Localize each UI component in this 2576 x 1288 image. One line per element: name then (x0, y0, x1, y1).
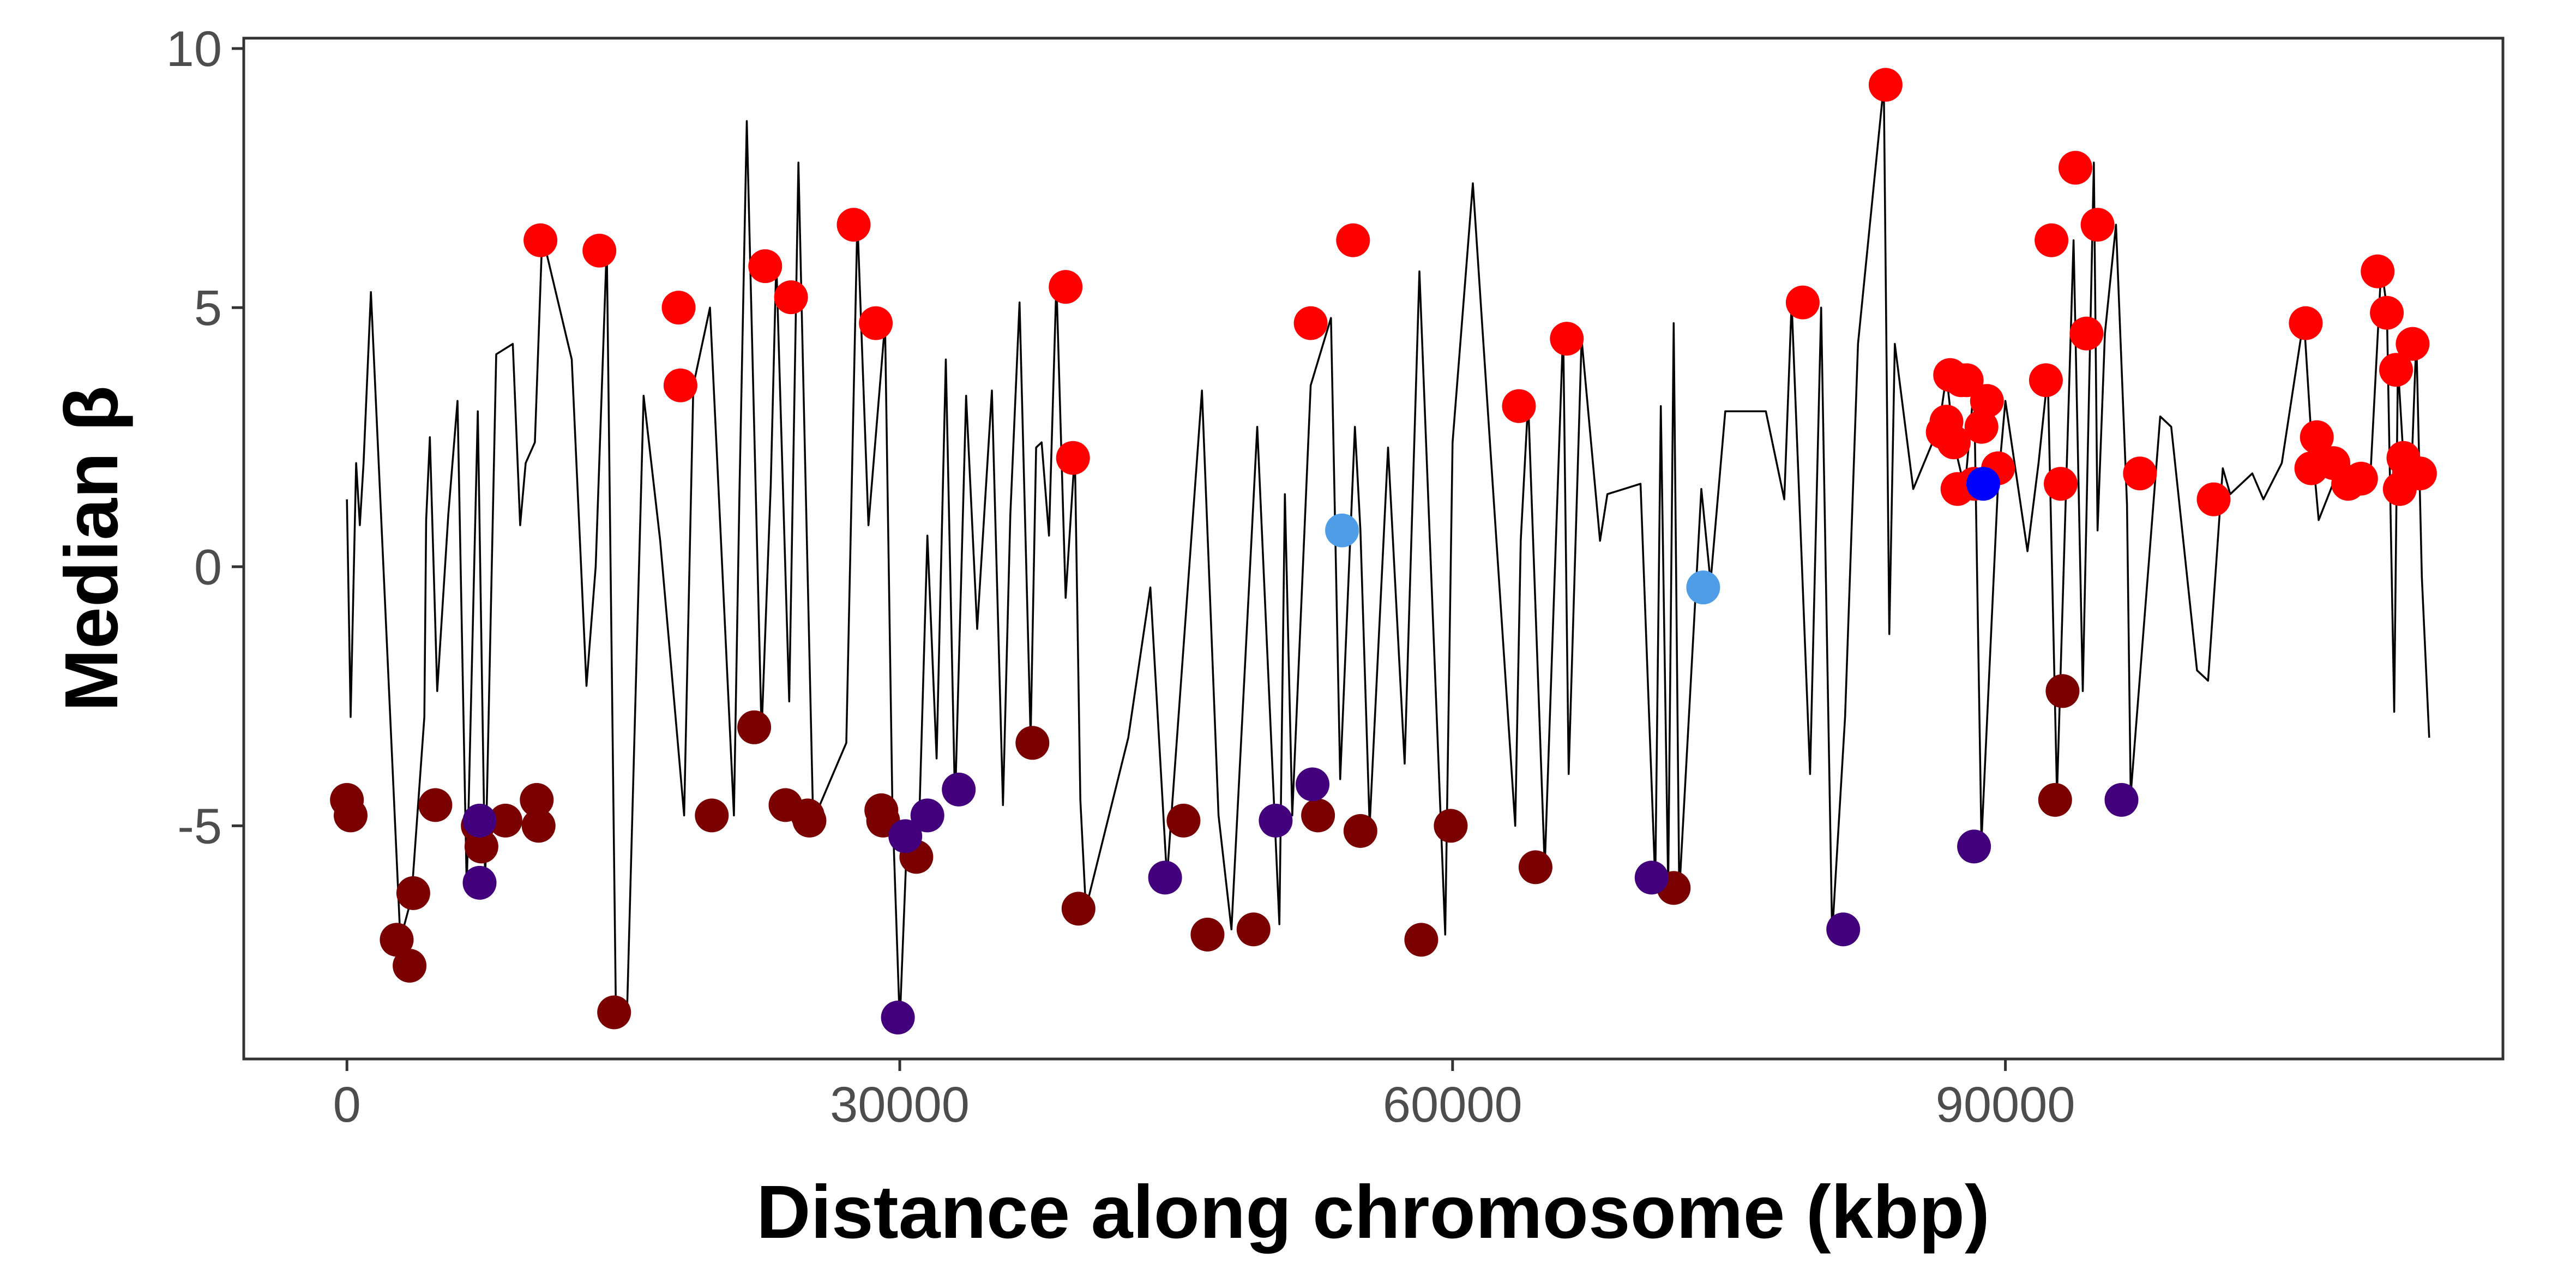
data-point (1296, 767, 1329, 802)
x-tick-label: 30000 (830, 1077, 970, 1133)
data-point (1970, 384, 2004, 418)
data-point (2396, 327, 2430, 361)
data-point (1259, 803, 1293, 838)
data-point (1686, 570, 1720, 605)
data-point (1502, 389, 1536, 423)
y-axis-title: Median β (50, 386, 134, 712)
data-point (1404, 923, 1439, 957)
data-point (663, 368, 697, 402)
data-point (521, 809, 556, 843)
data-point (748, 249, 783, 284)
data-point (1964, 410, 1999, 444)
data-point (2038, 783, 2072, 817)
data-point (792, 803, 827, 838)
data-point (1015, 726, 1050, 760)
data-point (2045, 674, 2080, 708)
data-point (396, 876, 430, 910)
data-point (1049, 270, 1083, 304)
data-point (1434, 809, 1468, 843)
data-point (1634, 860, 1669, 895)
data-point (393, 949, 427, 983)
data-point (2069, 316, 2104, 351)
data-point (836, 208, 871, 242)
data-point (1966, 467, 2000, 501)
data-point (1343, 814, 1377, 848)
data-point (1336, 223, 1370, 257)
data-point (2370, 296, 2404, 330)
data-point (737, 710, 772, 744)
data-point (2029, 363, 2063, 398)
data-point (1550, 322, 1584, 356)
data-point (418, 788, 453, 822)
data-point (1957, 829, 1991, 864)
data-point (1301, 798, 1335, 833)
data-point (2300, 420, 2334, 454)
x-tick-label: 90000 (1936, 1077, 2075, 1133)
data-point (695, 798, 729, 833)
data-point (380, 923, 414, 957)
data-point (2403, 456, 2437, 491)
y-axis: -5 0 5 10 (166, 21, 244, 854)
data-point (1056, 441, 1090, 475)
data-point (462, 865, 497, 900)
data-point (334, 798, 368, 833)
y-tick-label: 10 (166, 21, 222, 77)
data-point (1785, 285, 1820, 320)
data-point (462, 803, 497, 838)
data-point (523, 223, 558, 257)
data-point (1325, 513, 1359, 547)
y-tick-label: 5 (194, 280, 222, 336)
data-point (1826, 912, 1861, 947)
y-tick-label: -5 (177, 798, 222, 854)
data-point (2344, 461, 2378, 496)
data-point (1937, 425, 1971, 460)
data-point (1166, 803, 1201, 838)
plot-panel-border (242, 37, 2505, 1061)
data-point (2361, 254, 2395, 288)
points-layer (330, 68, 2437, 1034)
data-point (2044, 467, 2078, 501)
y-tick-label: 0 (194, 539, 222, 595)
data-point (1293, 306, 1328, 340)
data-point (1868, 68, 1903, 102)
data-point (888, 819, 923, 853)
data-point (488, 803, 522, 838)
data-point (2059, 151, 2092, 185)
data-point (1061, 892, 1096, 926)
data-point (881, 1001, 915, 1034)
data-point (1148, 860, 1182, 895)
data-point (661, 291, 696, 325)
data-point (2104, 783, 2139, 817)
data-point (2080, 208, 2115, 242)
data-point (1518, 850, 1552, 884)
data-point (1236, 912, 1271, 947)
data-point (464, 829, 498, 864)
data-point (2123, 456, 2157, 491)
data-point (942, 772, 976, 806)
data-point (520, 783, 554, 817)
data-point (774, 280, 808, 315)
data-point (1949, 363, 1984, 398)
x-axis-title: Distance along chromosome (kbp) (756, 1170, 1990, 1254)
data-point (597, 995, 631, 1030)
x-tick-label: 60000 (1383, 1077, 1522, 1133)
x-axis: 0 30000 60000 90000 (333, 1059, 2075, 1133)
x-tick-label: 0 (333, 1077, 361, 1133)
data-point (2289, 306, 2323, 340)
data-point (910, 798, 944, 833)
data-point (1190, 917, 1225, 952)
data-point (859, 306, 893, 340)
data-point (2196, 482, 2231, 516)
data-point (2035, 223, 2069, 257)
data-point (2379, 353, 2413, 387)
data-point (582, 233, 617, 268)
